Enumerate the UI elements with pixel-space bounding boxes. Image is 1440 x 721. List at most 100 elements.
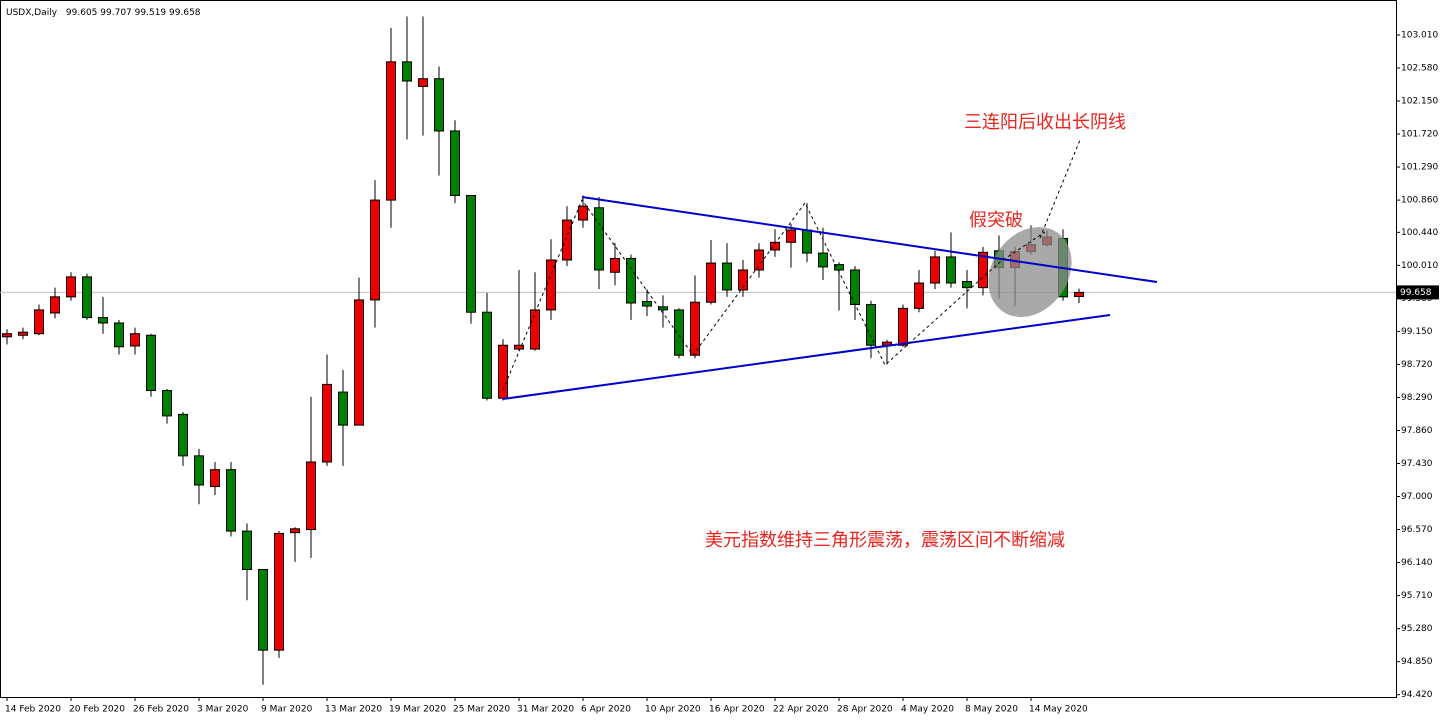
wave-line — [502, 198, 1046, 391]
candle-body — [738, 269, 748, 291]
x-tick-label: 3 Mar 2020 — [197, 705, 249, 715]
upper-trend-line — [581, 196, 1158, 283]
y-tick-label: 97.000 — [1401, 492, 1433, 502]
candle-body — [770, 241, 780, 251]
y-tick-label: 100.440 — [1401, 228, 1438, 238]
candle-body — [194, 455, 204, 486]
candle-body — [802, 229, 812, 254]
candle-body — [98, 317, 108, 324]
candle-body — [962, 280, 972, 289]
candle-body — [66, 276, 76, 298]
header-open: 99.605 — [66, 8, 98, 18]
highlight-ellipse — [988, 227, 1072, 317]
annotation: 三连阳后收出长阴线 — [964, 112, 1126, 133]
price-label-bg — [1397, 285, 1439, 300]
y-tick-label: 97.860 — [1401, 426, 1433, 436]
header: USDX,Daily 99.605 99.707 99.519 99.658 — [6, 8, 201, 18]
candle-body — [450, 130, 460, 196]
candle-body — [306, 461, 316, 531]
candle-body — [594, 207, 604, 271]
candle-body — [930, 256, 940, 284]
y-tick-label: 99.150 — [1401, 327, 1433, 337]
x-tick-label: 10 Apr 2020 — [645, 705, 701, 715]
candle-body — [434, 78, 444, 132]
y-tick-label: 94.420 — [1401, 690, 1433, 700]
y-tick-label: 102.150 — [1401, 97, 1438, 107]
y-tick-label: 103.010 — [1401, 30, 1438, 40]
y-tick-label: 100.860 — [1401, 196, 1438, 206]
x-tick-label: 13 Mar 2020 — [325, 705, 382, 715]
candle-body — [258, 569, 268, 651]
price-label: 99.658 — [1400, 288, 1432, 298]
candle-body — [482, 311, 492, 399]
plot-frame — [0, 0, 1397, 698]
x-tick-label: 25 Mar 2020 — [453, 705, 510, 715]
y-tick-label: 95.280 — [1401, 624, 1433, 634]
x-tick-label: 8 May 2020 — [965, 705, 1018, 715]
header-high: 99.707 — [100, 8, 132, 18]
candle-body — [466, 194, 476, 313]
candle-body — [834, 264, 844, 271]
candle-body — [562, 219, 572, 261]
candle-body — [818, 252, 828, 268]
x-tick-label: 14 May 2020 — [1029, 705, 1088, 715]
y-tick-label: 98.720 — [1401, 360, 1433, 370]
candle-body — [946, 256, 956, 284]
candle-body — [290, 528, 300, 534]
candle-body — [610, 257, 620, 273]
candle-body — [274, 532, 284, 651]
candle-body — [402, 61, 412, 82]
candle-body — [674, 309, 684, 356]
candle-body — [18, 331, 28, 336]
y-tick-label: 96.140 — [1401, 558, 1433, 568]
x-tick-label: 6 Apr 2020 — [581, 705, 631, 715]
pointer-line — [1039, 139, 1081, 239]
y-tick-label: 95.710 — [1401, 591, 1433, 601]
x-tick-label: 20 Feb 2020 — [69, 705, 125, 715]
y-tick-label: 101.290 — [1401, 163, 1438, 173]
x-tick-label: 31 Mar 2020 — [517, 705, 574, 715]
candle-body — [370, 199, 380, 301]
candle-body — [914, 282, 924, 309]
y-tick-label: 96.570 — [1401, 525, 1433, 535]
x-tick-label: 14 Feb 2020 — [5, 705, 61, 715]
candle-body — [354, 299, 364, 426]
candle-body — [162, 390, 172, 417]
candle-body — [242, 530, 252, 571]
candle-body — [642, 300, 652, 307]
candle-body — [530, 309, 540, 350]
x-tick-label: 16 Apr 2020 — [709, 705, 765, 715]
candle-body — [722, 262, 732, 291]
candle-body — [546, 259, 556, 311]
x-tick-label: 4 May 2020 — [901, 705, 954, 715]
candle-body — [866, 304, 876, 346]
y-tick-label: 100.010 — [1401, 261, 1438, 271]
header-low: 99.519 — [135, 8, 167, 18]
candle-body — [418, 78, 428, 87]
candle-body — [578, 205, 588, 221]
candles — [2, 16, 1084, 685]
y-tick-label: 101.720 — [1401, 130, 1438, 140]
x-tick-label: 9 Mar 2020 — [261, 705, 313, 715]
y-tick-label: 98.290 — [1401, 393, 1433, 403]
header-close: 99.658 — [169, 8, 201, 18]
candle-body — [658, 306, 668, 311]
annotation: 美元指数维持三角形震荡，震荡区间不断缩减 — [705, 530, 1065, 551]
x-tick-label: 22 Apr 2020 — [773, 705, 829, 715]
lower-trend-line — [502, 314, 1111, 400]
y-tick-label: 102.580 — [1401, 63, 1438, 73]
candle-body — [130, 333, 140, 347]
candle-body — [114, 322, 124, 348]
candle-body — [498, 344, 508, 399]
candle-body — [226, 469, 236, 532]
candle-body — [146, 334, 156, 392]
candle-body — [210, 469, 220, 488]
candle-body — [754, 249, 764, 271]
candle-body — [706, 262, 716, 303]
candle-body — [2, 333, 12, 338]
candle-body — [34, 309, 44, 335]
symbol: USDX,Daily — [6, 8, 58, 18]
x-tick-label: 26 Feb 2020 — [133, 705, 189, 715]
